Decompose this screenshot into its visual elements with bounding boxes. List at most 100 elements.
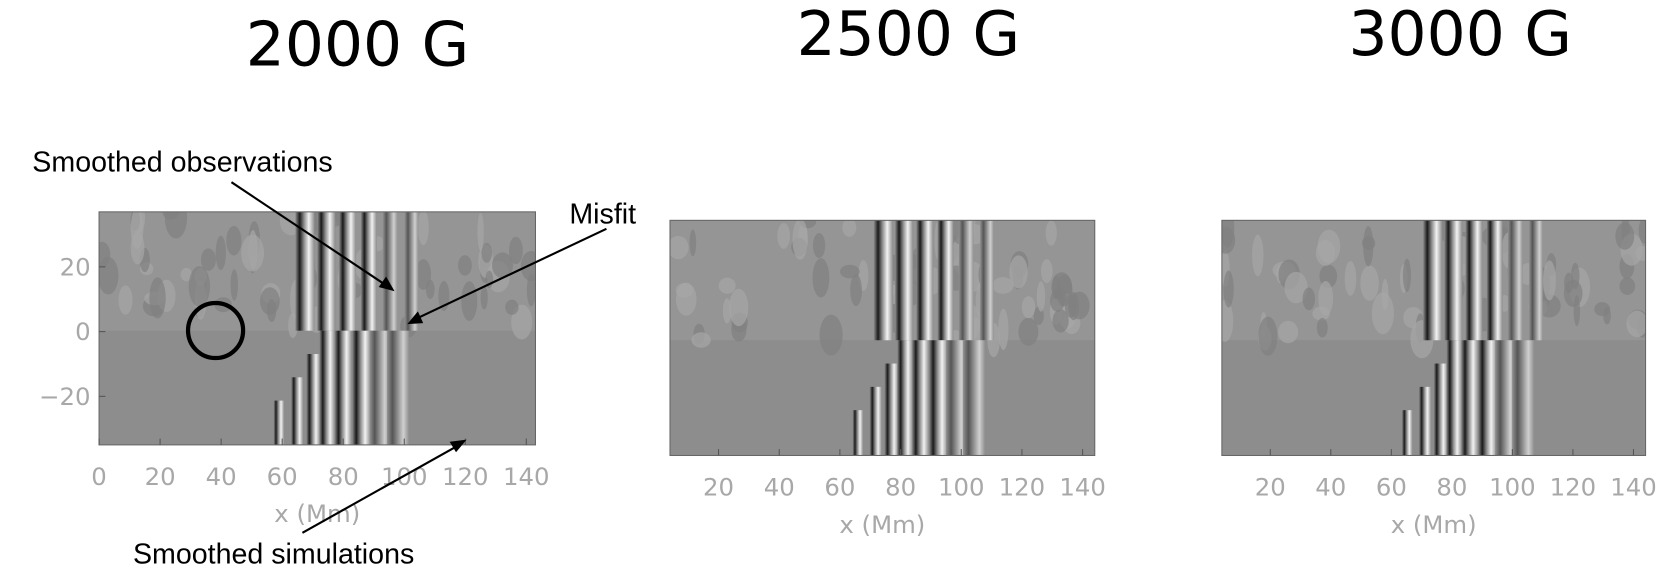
noise xyxy=(1594,302,1610,316)
panel: 3000 G20406080100120140x (Mm) xyxy=(1216,0,1656,539)
noise xyxy=(1345,261,1357,296)
noise xyxy=(676,283,693,298)
obs-stripe xyxy=(1423,220,1442,340)
noise xyxy=(668,236,689,259)
noise xyxy=(998,309,1008,350)
obs-stripe xyxy=(1508,220,1523,340)
y-tick-label: −20 xyxy=(39,382,90,411)
noise xyxy=(1009,255,1027,288)
sim-stripe xyxy=(1419,387,1431,456)
sim-stripe xyxy=(1434,364,1448,456)
panel-title: 3000 G xyxy=(1348,0,1571,70)
obs-stripe xyxy=(1529,220,1543,340)
noise xyxy=(719,278,736,294)
noise xyxy=(1360,266,1379,301)
sim-stripe xyxy=(306,354,320,445)
noise xyxy=(1574,295,1580,326)
sim-stripe xyxy=(929,340,948,455)
sim-stripe xyxy=(352,331,371,445)
wave-image xyxy=(94,197,542,445)
panel-title: 2500 G xyxy=(797,0,1020,70)
sim-stripe xyxy=(1512,340,1534,455)
noise xyxy=(458,255,472,276)
noise xyxy=(1046,220,1057,245)
noise xyxy=(481,243,492,263)
noise xyxy=(1223,270,1233,307)
arrow xyxy=(302,445,459,533)
panel: 2500 G20406080100120140x (Mm) xyxy=(668,0,1106,539)
panel: 2000 G020406080100120140−20020x (Mm)Smoo… xyxy=(32,10,636,571)
x-tick-label: 0 xyxy=(91,462,107,491)
wave-image xyxy=(668,203,1095,455)
obs-stripe xyxy=(317,212,335,331)
annotation: Smoothed simulations xyxy=(133,539,414,571)
sim-stripe xyxy=(1446,340,1461,455)
noise xyxy=(118,285,132,314)
noise xyxy=(1626,311,1647,338)
obs-stripe xyxy=(938,220,954,340)
x-tick-label: 100 xyxy=(938,473,985,502)
noise xyxy=(1216,300,1233,342)
noise xyxy=(149,277,165,318)
obs-stripe xyxy=(339,212,356,331)
x-tick-label: 20 xyxy=(1255,473,1286,502)
noise xyxy=(1372,292,1394,334)
noise xyxy=(992,277,1013,294)
obs-stripe xyxy=(874,220,893,340)
sim-stripe xyxy=(912,340,929,455)
x-tick-label: 40 xyxy=(206,462,237,491)
sim-stripe xyxy=(897,340,912,455)
x-tick-label: 80 xyxy=(885,473,916,502)
x-tick-label: 40 xyxy=(764,473,795,502)
noise xyxy=(98,257,118,295)
x-axis-label: x (Mm) xyxy=(839,510,925,539)
x-tick-label: 140 xyxy=(503,462,550,491)
noise xyxy=(1037,281,1045,311)
noise xyxy=(1318,230,1341,264)
x-tick-label: 100 xyxy=(1489,473,1536,502)
noise xyxy=(1018,318,1038,346)
noise xyxy=(1318,281,1333,315)
x-tick-label: 120 xyxy=(1550,473,1597,502)
noise xyxy=(850,274,862,306)
sim-stripe xyxy=(1402,410,1413,455)
noise xyxy=(729,289,748,326)
noise xyxy=(231,269,238,300)
noise xyxy=(1303,287,1315,310)
obs-stripe xyxy=(405,212,419,331)
sim-stripe xyxy=(1461,340,1478,455)
x-tick-label: 80 xyxy=(1436,473,1467,502)
obs-stripe xyxy=(1444,220,1462,340)
x-tick-label: 80 xyxy=(328,462,359,491)
noise xyxy=(189,266,210,307)
noise xyxy=(1615,223,1634,250)
x-tick-label: 20 xyxy=(145,462,176,491)
arrow-head xyxy=(450,440,467,453)
x-tick-label: 40 xyxy=(1315,473,1346,502)
noise xyxy=(842,218,856,237)
obs-stripe xyxy=(980,220,994,340)
noise xyxy=(1571,263,1579,289)
noise xyxy=(226,226,241,256)
noise xyxy=(691,332,710,347)
sim-stripe xyxy=(319,331,334,445)
obs-stripe xyxy=(959,220,974,340)
obs-stripe xyxy=(916,220,933,340)
sim-stripe xyxy=(387,331,409,445)
sim-stripe xyxy=(884,364,898,456)
obs-stripe xyxy=(383,212,398,331)
noise xyxy=(792,219,807,260)
noise xyxy=(216,236,226,270)
noise xyxy=(481,286,488,310)
noise xyxy=(418,210,429,245)
noise xyxy=(527,274,536,307)
wave-image xyxy=(1216,208,1651,456)
sim-stripe xyxy=(853,410,864,455)
obs-stripe xyxy=(1465,220,1482,340)
noise xyxy=(461,281,477,321)
sim-stripe xyxy=(870,387,882,456)
noise xyxy=(1258,317,1277,356)
noise xyxy=(813,233,825,258)
noise xyxy=(267,299,276,322)
noise xyxy=(477,213,483,251)
